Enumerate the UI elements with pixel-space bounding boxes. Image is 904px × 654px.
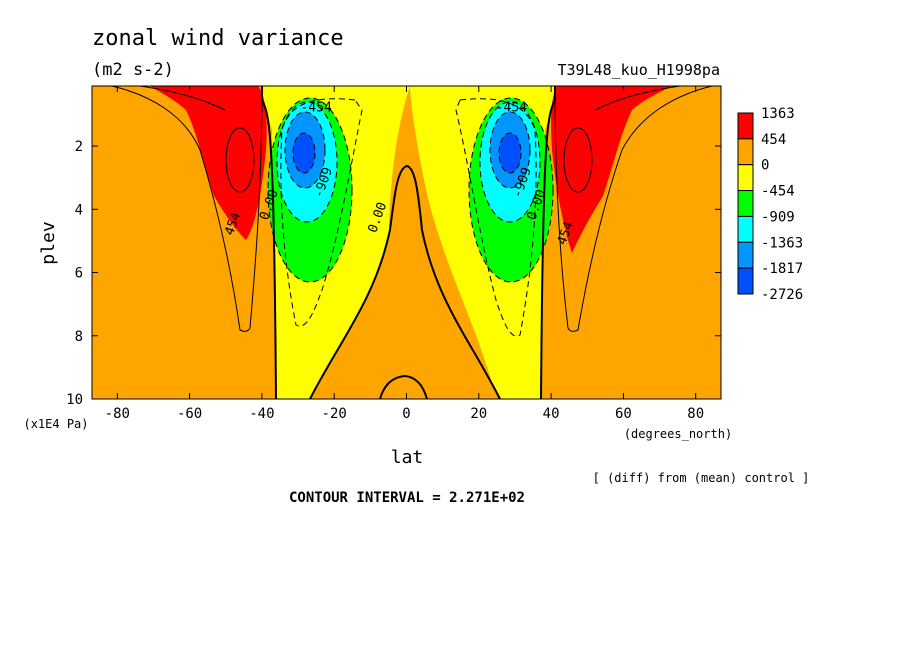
region-red-south (150, 86, 267, 240)
contour-label: -454 (300, 100, 331, 115)
colorbar-label: -454 (761, 184, 795, 200)
neg-contour-green-north (468, 97, 554, 283)
contour-lines (111, 86, 713, 332)
neg-contour-outer-north (455, 98, 537, 337)
y-axis: 2 4 6 8 10 (66, 139, 721, 408)
zero-contour-south (261, 86, 277, 399)
neg-contour-blue-north (489, 111, 531, 189)
neg-contour-outer-south (280, 98, 363, 327)
contour-pos-outer-south (111, 86, 263, 332)
colorbar-label: -909 (761, 209, 795, 225)
region-deepblue-north (499, 133, 521, 173)
colorbar-swatch (737, 215, 754, 243)
region-orange-central (310, 166, 500, 399)
x-tick-label: -80 (105, 406, 130, 422)
colorbar-label: -1363 (761, 235, 803, 251)
colorbar-swatch (737, 164, 754, 192)
contour-interval: CONTOUR INTERVAL = 2.271E+02 (289, 490, 525, 506)
colorbar-swatch (737, 138, 754, 166)
contour-pos-outer-north (554, 86, 713, 332)
contour-label: -454 (496, 100, 527, 115)
region-red-north (551, 86, 672, 253)
contour-pos-top-north (594, 86, 681, 111)
neg-contour-deep-north (498, 132, 522, 174)
contour-pos-inner-south (225, 127, 255, 193)
negative-contours (267, 97, 554, 337)
y-axis-label: plev (38, 221, 59, 264)
x-tick-label: -60 (177, 406, 202, 422)
x-tick-label: 20 (470, 406, 487, 422)
colorbar-label: -2726 (761, 287, 803, 303)
y-tick-label: 2 (75, 139, 83, 155)
y-tick-label: 4 (75, 202, 83, 218)
contour-pos-top-south (139, 86, 226, 111)
colorbar-label: -1817 (761, 261, 803, 277)
experiment-label: T39L48_kuo_H1998pa (557, 61, 720, 79)
contour-pos-inner-north (563, 127, 593, 193)
y-tick-label: 10 (66, 392, 83, 408)
neg-contour-green-south (267, 97, 353, 283)
diff-note: [ (diff) from (mean) control ] (593, 471, 810, 485)
colorbar-swatch (737, 190, 754, 217)
x-tick-label: -40 (249, 406, 274, 422)
neg-contour-blue-south (284, 111, 326, 189)
zero-contour-bottom-bump (379, 374, 428, 399)
x-tick-label: -20 (322, 406, 347, 422)
zero-contour-north (540, 86, 556, 399)
neg-contour-deep-south (292, 132, 316, 174)
x-tick-label: 60 (615, 406, 632, 422)
zero-contour-center (309, 164, 501, 399)
x-axis-unit: (degrees_north) (624, 427, 732, 441)
chart-title: zonal wind variance (92, 26, 344, 51)
neg-contour-cyan-south (276, 101, 338, 223)
x-axis-label: lat (391, 447, 424, 468)
y-tick-label: 8 (75, 329, 83, 345)
colorbar: 1363 454 0 -454 -909 -1363 -1817 -2726 (737, 106, 803, 303)
x-axis: -80 -60 -40 -20 0 20 40 60 80 (105, 86, 704, 422)
neg-contour-cyan-north (479, 101, 541, 223)
region-deepblue-south (293, 133, 315, 173)
colorbar-label: 454 (761, 132, 786, 148)
zero-contours (261, 86, 556, 399)
x-tick-label: 0 (402, 406, 410, 422)
colorbar-swatch (737, 267, 754, 295)
y-axis-unit: (x1E4 Pa) (23, 417, 88, 431)
colorbar-swatch (737, 112, 754, 140)
y-tick-label: 6 (75, 266, 83, 282)
colorbar-label: 0 (761, 158, 769, 174)
x-tick-label: 40 (543, 406, 560, 422)
chart-units: (m2 s-2) (92, 60, 174, 80)
x-tick-label: 80 (687, 406, 704, 422)
colorbar-swatch (737, 241, 754, 269)
colorbar-label: 1363 (761, 106, 795, 122)
